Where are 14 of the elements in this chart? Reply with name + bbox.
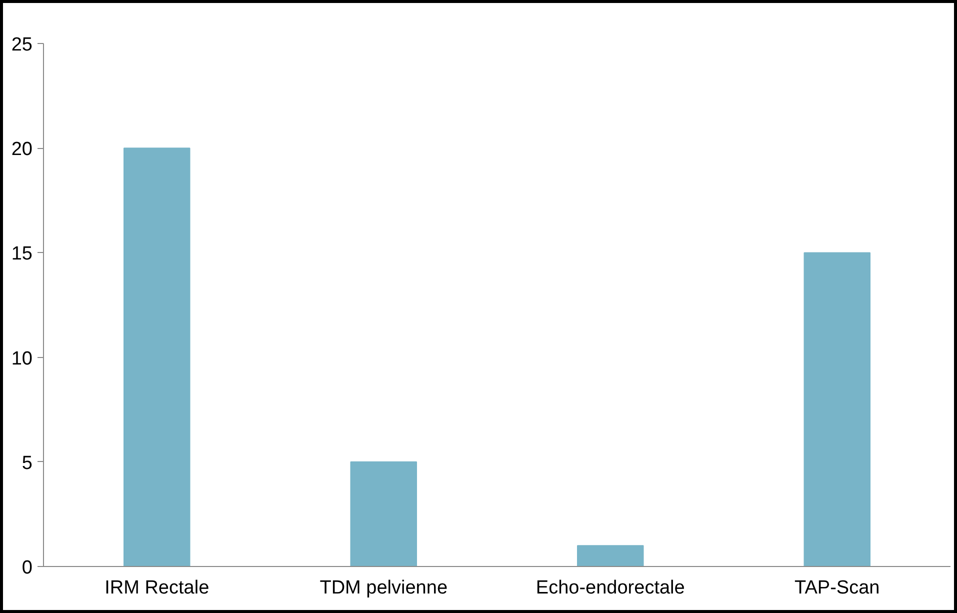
y-tick-label: 5 bbox=[22, 452, 33, 474]
x-tick-label: TAP-Scan bbox=[794, 578, 880, 598]
bar bbox=[804, 252, 871, 566]
x-tick-label: IRM Rectale bbox=[104, 578, 210, 598]
bar bbox=[576, 545, 644, 566]
y-tick-label: 15 bbox=[11, 244, 33, 265]
y-tick-label: 10 bbox=[11, 348, 33, 370]
bar bbox=[350, 461, 418, 566]
y-tick-label: 25 bbox=[11, 34, 33, 56]
y-tick-label: 20 bbox=[11, 139, 33, 160]
x-tick-label: Echo-endorectale bbox=[536, 578, 685, 598]
x-tick-label: TDM pelvienne bbox=[320, 578, 448, 598]
bar bbox=[123, 148, 190, 566]
y-tick-label: 0 bbox=[22, 558, 33, 578]
